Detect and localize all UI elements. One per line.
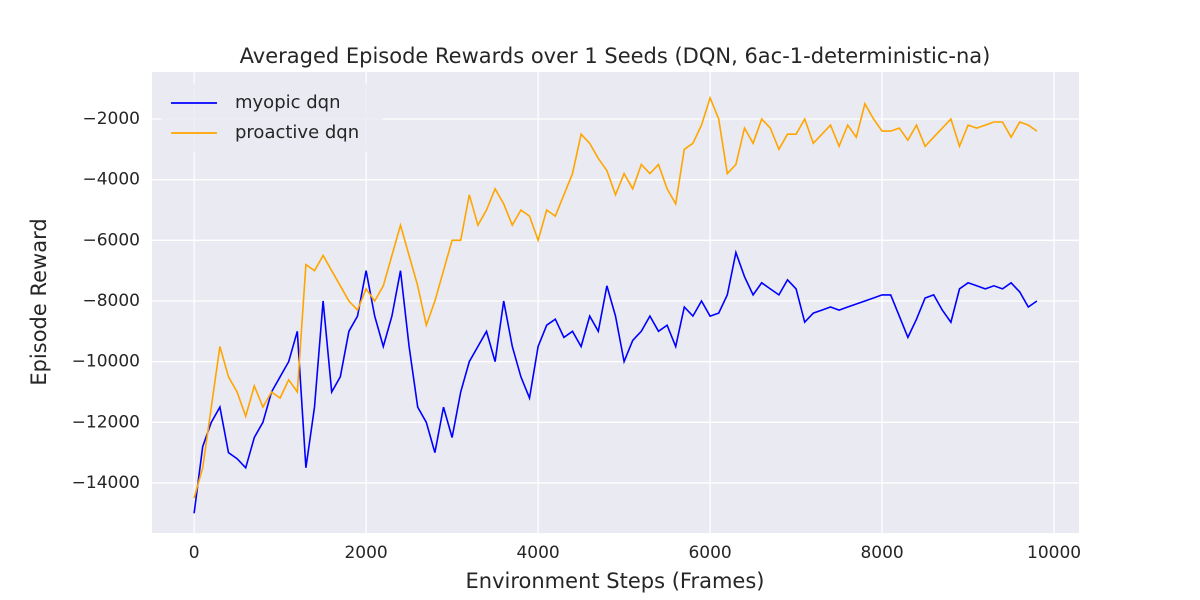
y-tick-label: −10000 [72,352,140,372]
legend-label: myopic dqn [235,92,341,113]
chart-title: Averaged Episode Rewards over 1 Seeds (D… [240,44,991,68]
series-line [193,249,1038,514]
series-line [193,95,1038,499]
y-tick-label: −14000 [72,473,140,493]
x-tick-label: 2000 [344,543,387,563]
x-tick-label: 8000 [860,543,903,563]
y-tick-label: −8000 [82,291,140,311]
y-tick-label: −6000 [82,230,140,250]
y-tick-label: −4000 [82,170,140,190]
legend-box [161,83,383,153]
y-tick-label: −12000 [72,412,140,432]
x-tick-label: 4000 [516,543,559,563]
y-axis-label: Episode Reward [27,218,51,385]
x-tick-label: 10000 [1027,543,1081,563]
x-tick-label: 6000 [688,543,731,563]
x-tick-label: 0 [189,543,200,563]
legend-label: proactive dqn [235,122,359,143]
x-axis-label: Environment Steps (Frames) [466,569,765,593]
y-tick-label: −2000 [82,109,140,129]
